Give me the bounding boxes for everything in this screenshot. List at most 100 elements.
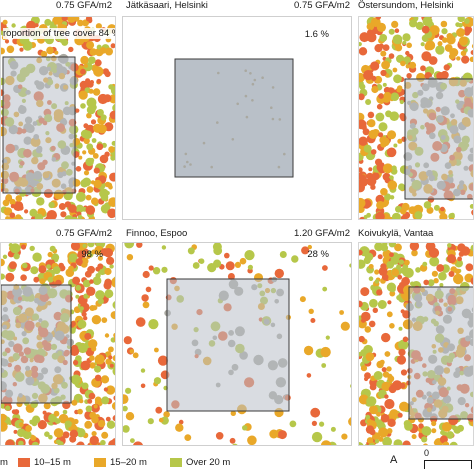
tree-canopy-mark (374, 269, 380, 275)
tree-canopy-mark (189, 163, 192, 166)
tree-canopy-mark (133, 441, 143, 445)
tree-canopy-mark (398, 183, 406, 191)
tree-map-top-right (359, 17, 473, 219)
tree-canopy-mark (109, 346, 114, 351)
legend-label-partial: m (0, 457, 8, 468)
tree-canopy-mark (420, 42, 425, 47)
tree-canopy-mark (88, 392, 96, 400)
tree-canopy-mark (108, 185, 113, 190)
tree-canopy-mark (155, 406, 163, 414)
tree-canopy-mark (13, 253, 20, 260)
tree-canopy-mark (86, 41, 95, 50)
tree-canopy-mark (392, 67, 398, 73)
tree-canopy-mark (135, 317, 146, 327)
tree-canopy-mark (89, 362, 96, 369)
tree-canopy-mark (192, 262, 200, 269)
tree-canopy-mark (96, 143, 104, 151)
tree-canopy-mark (125, 412, 135, 421)
tree-canopy-mark (72, 276, 81, 285)
tree-canopy-mark (386, 428, 393, 434)
tree-canopy-mark (383, 91, 392, 100)
tree-canopy-mark (368, 129, 378, 139)
panel-bottom-middle-gfa: 1.20 GFA/m2 (294, 228, 350, 239)
tree-canopy-mark (89, 305, 96, 311)
tree-canopy-mark (409, 61, 417, 69)
tree-canopy-mark (97, 298, 104, 305)
tree-canopy-mark (94, 396, 102, 404)
tree-canopy-mark (88, 339, 98, 349)
tree-canopy-mark (175, 423, 184, 432)
tree-canopy-mark (47, 251, 53, 258)
tree-canopy-mark (230, 410, 236, 416)
tree-canopy-mark (393, 74, 402, 84)
tree-canopy-mark (368, 320, 376, 328)
tree-canopy-mark (77, 408, 83, 415)
tree-canopy-mark (38, 265, 47, 274)
tree-canopy-mark (374, 279, 379, 284)
tree-canopy-mark (91, 431, 97, 437)
tree-canopy-mark (54, 258, 59, 263)
tree-canopy-mark (439, 435, 448, 444)
tree-canopy-mark (247, 435, 257, 445)
tree-canopy-mark (5, 216, 10, 219)
tree-canopy-mark (85, 205, 96, 215)
tree-canopy-mark (366, 396, 377, 407)
tree-canopy-mark (283, 152, 286, 156)
tree-canopy-mark (105, 416, 111, 422)
tree-canopy-mark (92, 276, 102, 286)
tree-canopy-mark (394, 243, 402, 252)
tree-canopy-mark (457, 243, 466, 252)
tree-canopy-mark (400, 60, 406, 67)
map-panel-top-left: roportion of tree cover 84 % (0, 16, 116, 220)
tree-canopy-mark (379, 34, 388, 42)
tree-canopy-mark (93, 167, 100, 174)
tree-canopy-mark (44, 431, 50, 437)
tree-canopy-mark (382, 249, 392, 259)
tree-canopy-mark (140, 368, 146, 373)
tree-canopy-mark (140, 383, 146, 389)
tree-canopy-mark (78, 155, 83, 160)
tree-canopy-mark (42, 410, 47, 415)
tree-canopy-mark (104, 333, 110, 338)
tree-canopy-mark (89, 355, 95, 361)
tree-canopy-mark (398, 339, 409, 350)
tree-canopy-mark (80, 103, 86, 109)
tree-canopy-mark (158, 417, 164, 423)
tree-canopy-mark (433, 204, 440, 211)
tree-canopy-mark (78, 90, 88, 100)
tree-canopy-mark (30, 435, 37, 441)
tree-canopy-mark (87, 81, 94, 88)
tree-canopy-mark (397, 85, 403, 91)
tree-canopy-mark (46, 46, 54, 55)
tree-canopy-mark (392, 34, 403, 45)
tree-canopy-mark (6, 45, 15, 54)
scale-bar (424, 460, 472, 469)
tree-canopy-mark (20, 244, 27, 250)
tree-canopy-mark (103, 94, 112, 103)
tree-canopy-mark (123, 425, 130, 433)
tree-canopy-mark (39, 278, 46, 285)
tree-canopy-mark (393, 439, 403, 445)
tree-canopy-mark (236, 102, 239, 106)
tree-canopy-mark (400, 215, 407, 219)
tree-canopy-mark (428, 56, 438, 65)
tree-canopy-mark (380, 188, 388, 196)
tree-canopy-mark (142, 270, 150, 279)
tree-canopy-mark (396, 295, 402, 301)
tree-canopy-mark (405, 64, 410, 69)
tree-canopy-mark (216, 121, 219, 124)
tree-canopy-mark (92, 88, 101, 96)
tree-canopy-mark (123, 336, 132, 345)
tree-canopy-mark (409, 19, 418, 28)
tree-canopy-mark (66, 17, 77, 23)
tree-canopy-mark (384, 394, 389, 399)
tree-canopy-mark (359, 197, 366, 209)
tree-canopy-mark (83, 316, 88, 321)
panel-top-middle-title: Jätkäsaari, Helsinki (126, 0, 208, 11)
tree-canopy-mark (403, 267, 414, 278)
tree-canopy-mark (378, 266, 388, 276)
tree-canopy-mark (391, 20, 399, 28)
tree-canopy-mark (198, 258, 205, 264)
tree-canopy-mark (401, 202, 410, 211)
tree-map-bottom-left (1, 243, 115, 445)
